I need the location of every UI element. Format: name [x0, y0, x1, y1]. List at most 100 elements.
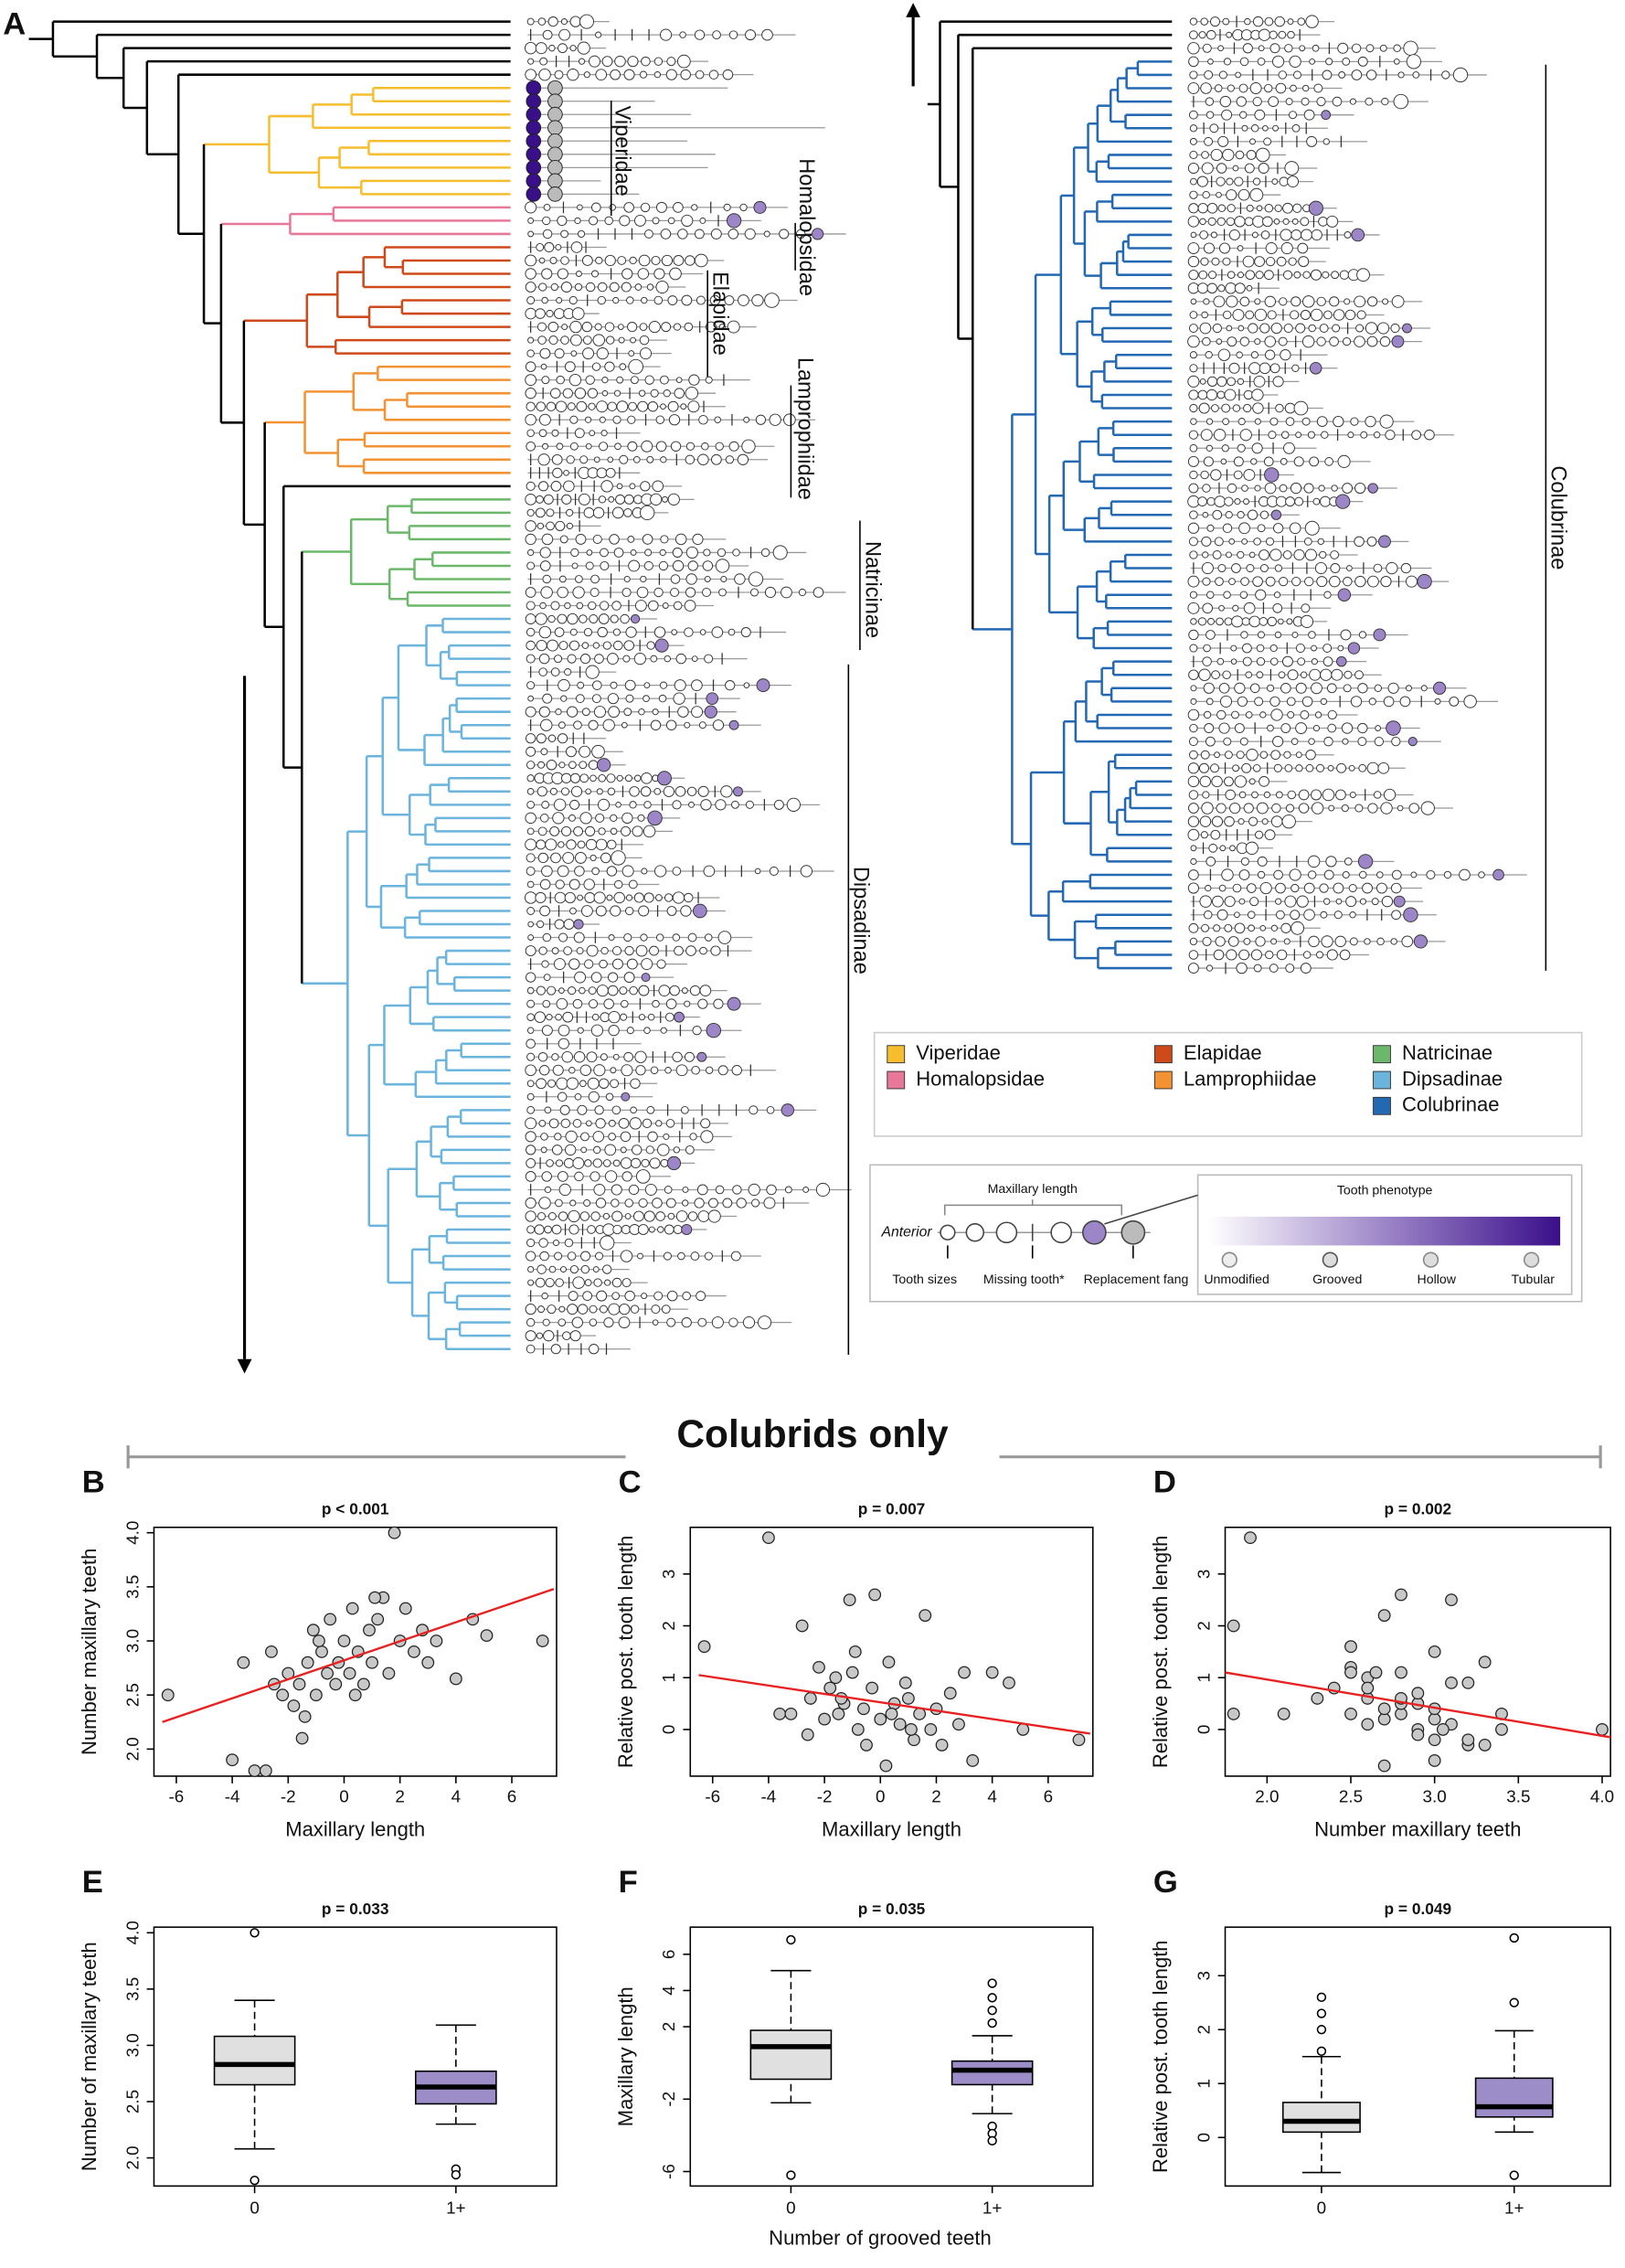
tooth	[1354, 575, 1366, 588]
tooth	[1329, 336, 1339, 346]
tooth	[1269, 657, 1279, 665]
tooth	[591, 362, 601, 371]
tooth	[1280, 723, 1291, 733]
tooth	[593, 1064, 606, 1077]
tooth	[568, 814, 576, 822]
tooth	[1319, 883, 1329, 893]
arrow-head	[237, 1358, 252, 1374]
tooth	[539, 878, 551, 890]
tooth	[558, 1183, 571, 1197]
tooth	[579, 745, 591, 758]
tooth	[552, 812, 565, 825]
tooth	[554, 655, 563, 664]
tooth	[612, 640, 623, 651]
outlier	[987, 1993, 997, 2003]
outlier	[1316, 1992, 1327, 2003]
tooth	[1335, 898, 1343, 905]
tooth	[526, 508, 535, 517]
tooth	[584, 892, 596, 903]
tooth	[604, 216, 613, 226]
tooth	[637, 1224, 649, 1235]
tooth	[1256, 656, 1266, 666]
point	[430, 1634, 443, 1647]
tooth	[590, 972, 602, 983]
tooth	[1399, 696, 1411, 708]
tooth	[1373, 628, 1386, 642]
tooth	[601, 389, 609, 397]
tooth	[710, 228, 722, 240]
tooth	[701, 442, 709, 451]
tooth	[593, 891, 606, 904]
tooth	[1397, 804, 1404, 812]
tooth	[620, 1157, 632, 1169]
tooth	[540, 586, 553, 599]
tooth	[1311, 802, 1324, 815]
tooth	[1351, 43, 1362, 53]
tooth	[672, 1051, 683, 1062]
tooth	[1273, 763, 1282, 772]
tooth	[1189, 550, 1198, 559]
tooth	[628, 401, 638, 411]
tooth	[526, 133, 542, 149]
point	[879, 1759, 893, 1773]
tooth	[709, 294, 721, 306]
tooth	[1316, 576, 1328, 588]
tooth	[1232, 604, 1239, 612]
tooth	[699, 985, 712, 996]
tooth	[547, 93, 563, 110]
tooth	[1292, 70, 1302, 80]
tooth	[1254, 109, 1266, 121]
tooth	[693, 903, 707, 919]
point	[901, 1691, 915, 1705]
tooth	[1289, 522, 1301, 535]
tooth	[621, 865, 634, 878]
tooth	[599, 601, 610, 611]
point	[329, 1677, 343, 1691]
tooth	[538, 413, 551, 426]
tooth	[548, 44, 556, 52]
tooth	[1325, 58, 1333, 66]
tooth	[526, 296, 536, 305]
tooth	[1364, 938, 1371, 945]
tooth	[621, 825, 632, 836]
outlier	[1509, 2170, 1519, 2180]
tooth	[1259, 617, 1269, 626]
tooth	[1205, 591, 1215, 599]
tooth	[1314, 711, 1322, 719]
tooth	[1265, 576, 1276, 587]
tooth	[691, 204, 698, 211]
tooth	[587, 1077, 600, 1090]
tooth	[1269, 548, 1282, 561]
tooth	[700, 1130, 714, 1144]
tooth	[1248, 816, 1259, 826]
tooth	[567, 1251, 577, 1261]
tooth	[571, 307, 585, 320]
tooth	[628, 350, 635, 357]
tooth	[563, 946, 572, 955]
tooth	[641, 440, 653, 453]
tooth	[582, 335, 592, 346]
tooth	[607, 401, 618, 411]
point	[1461, 1733, 1475, 1747]
tooth	[1189, 364, 1198, 373]
fit-line	[162, 1588, 555, 1723]
point	[885, 1707, 898, 1720]
tooth	[694, 229, 705, 240]
tooth	[1322, 898, 1331, 905]
tooth	[1357, 722, 1368, 734]
point	[952, 1718, 965, 1731]
tooth	[1302, 951, 1312, 959]
tooth	[1220, 458, 1227, 465]
outlier	[1316, 2046, 1327, 2057]
tooth	[565, 1130, 578, 1143]
tooth	[590, 1211, 600, 1221]
tooth	[684, 600, 696, 612]
tooth	[705, 1066, 714, 1074]
point	[823, 1681, 837, 1695]
tooth	[526, 17, 535, 26]
tooth	[1246, 749, 1259, 761]
tooth	[1200, 257, 1209, 266]
tooth	[681, 987, 688, 995]
tooth	[547, 734, 557, 742]
tooth	[573, 919, 584, 930]
